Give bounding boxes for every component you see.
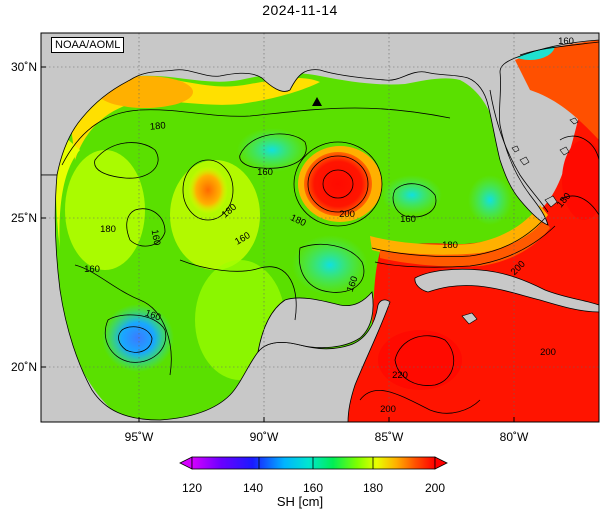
lon-label: 95˚W xyxy=(125,430,154,444)
contour-lines xyxy=(61,41,599,414)
contour-label: 220 xyxy=(392,370,408,381)
loop-current-band xyxy=(370,205,548,259)
contour-label: 160 xyxy=(144,308,163,324)
east-core xyxy=(562,140,599,220)
colorbar: 120 140 160 180 200 xyxy=(179,456,448,495)
lat-label: 20˚N xyxy=(11,360,37,374)
isle-of-youth xyxy=(461,312,478,325)
shelf-west xyxy=(55,130,80,250)
colorbar-tick: 160 xyxy=(303,481,323,495)
keys-islands xyxy=(511,145,530,166)
caribbean-core xyxy=(378,330,462,390)
low-sh-center xyxy=(292,235,368,295)
map-title: 2024-11-14 xyxy=(262,2,338,18)
cuba-land xyxy=(414,268,599,313)
west-eddy xyxy=(188,166,228,214)
contour-label: 160 xyxy=(257,167,273,178)
loop-current-core xyxy=(380,220,550,267)
low-sh-north-center xyxy=(237,128,307,172)
yucatan-land xyxy=(257,291,374,353)
colorbar-ramp xyxy=(191,456,436,470)
colorbar-tick: 180 xyxy=(363,481,383,495)
contour-label: 200 xyxy=(339,209,355,220)
graticule xyxy=(41,33,599,422)
lat-label: 25˚N xyxy=(11,211,37,225)
contour-label: 180 xyxy=(149,120,166,132)
colorbar-tick: 140 xyxy=(243,481,263,495)
lon-label: 85˚W xyxy=(375,430,404,444)
atlantic-east xyxy=(515,40,599,140)
colorbar-low-arrow xyxy=(179,456,193,470)
colorbar-tick: 200 xyxy=(425,481,445,495)
lat-label: 30˚N xyxy=(11,60,37,74)
contour-label: 180 xyxy=(100,224,116,235)
bahamas-islands xyxy=(544,117,579,208)
axis-ticks xyxy=(41,66,515,422)
contour-label: 160 xyxy=(400,214,416,225)
contour-label: 160 xyxy=(345,275,361,294)
colorbar-high-arrow xyxy=(434,456,448,470)
contour-label: 200 xyxy=(380,404,396,415)
colorbar-tick: 120 xyxy=(182,481,202,495)
platform-triangle-icon xyxy=(312,97,322,106)
low-sh-east xyxy=(382,175,442,215)
yellow-green-zone-west xyxy=(65,150,145,270)
loop-eddy xyxy=(304,152,372,216)
low-sh-southwest xyxy=(102,304,174,372)
contour-label: 180 xyxy=(442,240,458,251)
lon-label: 80˚W xyxy=(500,430,529,444)
credit-label: NOAA/AOML xyxy=(51,37,125,53)
contour-label: 160 xyxy=(149,229,163,247)
low-sh-florida xyxy=(468,175,512,225)
contour-label: 160 xyxy=(84,264,100,275)
contour-label: 160 xyxy=(558,36,574,47)
contour-label: 200 xyxy=(540,347,556,358)
colorbar-label: SH [cm] xyxy=(276,494,324,509)
map-frame xyxy=(40,32,600,423)
lon-label: 90˚W xyxy=(250,430,279,444)
